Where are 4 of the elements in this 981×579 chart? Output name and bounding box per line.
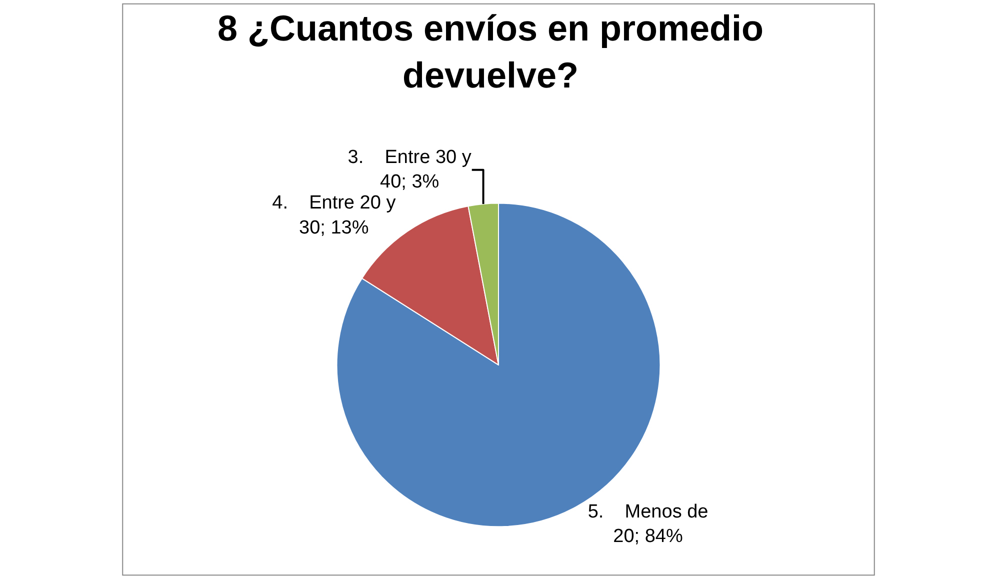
- slice-label: 5. Menos de 20; 84%: [588, 501, 708, 548]
- slice-label: 4. Entre 20 y 30; 13%: [272, 192, 396, 238]
- chart-title: 8 ¿Cuantos envíos en promedio devuelve?: [217, 8, 764, 96]
- slice-label: 3. Entre 30 y 40; 3%: [348, 147, 472, 193]
